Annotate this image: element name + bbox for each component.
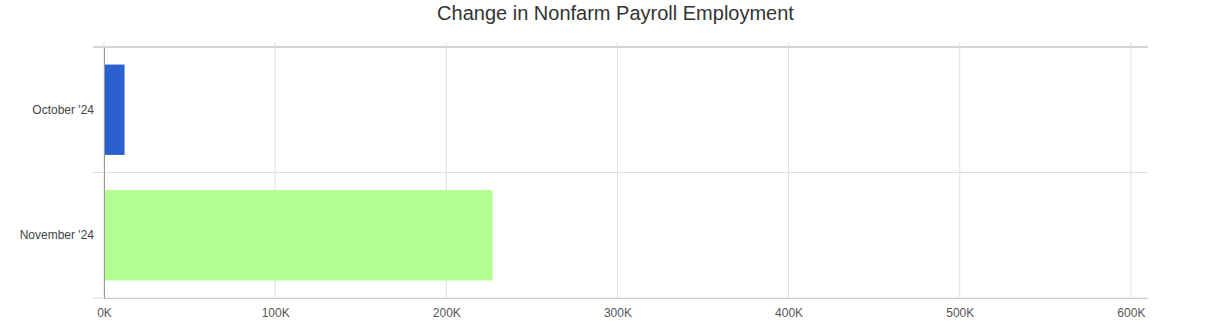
plot: 0K 100K 200K 300K 400K 500K 600K October '24 Nov… — [20, 42, 1149, 320]
category-separator — [93, 172, 1148, 173]
grid-line — [788, 42, 789, 298]
y-tick: November '24 — [20, 228, 104, 242]
y-tick-label: October '24 — [32, 103, 94, 117]
bars — [104, 65, 493, 281]
bar — [104, 190, 493, 280]
bar — [104, 65, 125, 155]
x-tick-label: 500K — [946, 306, 974, 320]
category-separator — [93, 298, 1148, 299]
x-tick-label: 0K — [97, 306, 112, 320]
x-tick: 500K — [946, 298, 974, 320]
x-tick: 200K — [433, 298, 461, 320]
x-axis-line — [105, 298, 1149, 299]
grid-line — [959, 42, 960, 298]
category-separators — [93, 47, 1148, 298]
chart: Change in Nonfarm Payroll Employment 0K 10… — [0, 0, 1231, 330]
grid — [104, 42, 1131, 298]
y-axis: October '24 November '24 — [20, 48, 105, 299]
x-tick: 100K — [262, 298, 290, 320]
x-tick-label: 200K — [433, 306, 461, 320]
y-axis-line — [104, 48, 105, 299]
x-tick-label: 400K — [775, 306, 803, 320]
x-tick: 400K — [775, 298, 803, 320]
x-tick-label: 300K — [604, 306, 632, 320]
x-tick-label: 600K — [1117, 306, 1145, 320]
x-tick: 0K — [97, 298, 112, 320]
x-tick-label: 100K — [262, 306, 290, 320]
y-tick-label: November '24 — [20, 228, 95, 242]
y-tick: October '24 — [32, 103, 104, 117]
grid-line — [1130, 42, 1131, 298]
x-axis: 0K 100K 200K 300K 400K 500K 600K — [97, 298, 1148, 320]
category-separator — [93, 47, 1148, 48]
grid-line — [104, 42, 105, 298]
grid-line — [617, 42, 618, 298]
chart-title: Change in Nonfarm Payroll Employment — [437, 2, 794, 24]
x-tick: 600K — [1117, 298, 1145, 320]
x-tick: 300K — [604, 298, 632, 320]
